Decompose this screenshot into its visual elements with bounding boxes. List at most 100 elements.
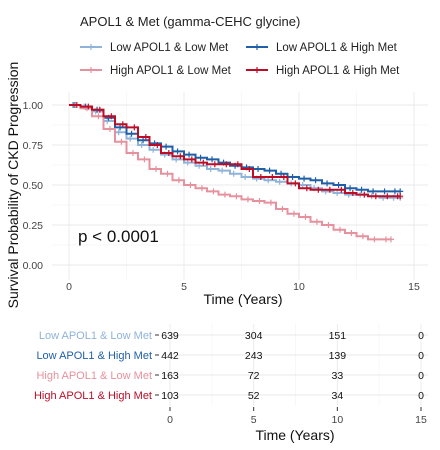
censor-mark (338, 186, 345, 193)
censor-mark (244, 196, 251, 203)
censor-mark (186, 151, 193, 158)
censor-mark (164, 170, 171, 177)
censor-mark (302, 214, 309, 220)
censor-mark (233, 193, 240, 200)
censor-mark (187, 182, 194, 188)
risk-count: 639 (161, 330, 179, 342)
risk-x-tick-label: 0 (167, 414, 173, 426)
censor-mark (188, 156, 195, 163)
risk-table-row: High APOL1 & Low Met 163 72 33 0 (36, 370, 424, 382)
censor-mark (266, 167, 273, 174)
censor-mark (280, 174, 287, 180)
censor-mark (207, 166, 214, 172)
censor-mark (119, 121, 126, 128)
risk-count: 33 (331, 370, 343, 382)
legend-item: Low APOL1 & High Met (246, 42, 398, 54)
risk-table-grid (162, 324, 428, 406)
censor-mark (131, 124, 138, 131)
legend-title: APOL1 & Met (gamma-CEHC glycine) (80, 14, 300, 29)
censor-mark (303, 185, 310, 192)
censor-mark (279, 206, 286, 212)
survival-curve-line (69, 104, 401, 193)
censor-mark (382, 236, 389, 243)
censor-mark (140, 137, 147, 144)
legend-label: Low APOL1 & High Met (276, 42, 398, 54)
censor-mark (73, 102, 80, 108)
censor-mark (175, 177, 182, 184)
risk-table-row: High APOL1 & High Met 103 52 34 0 (34, 390, 424, 402)
censor-mark (301, 175, 308, 182)
censor-mark (290, 210, 297, 217)
series-2 (69, 102, 404, 195)
y-axis-title: Survival Probability of CKD Progression (5, 62, 21, 309)
censor-mark (173, 156, 180, 163)
censor-mark (152, 166, 159, 172)
risk-count: 163 (161, 370, 179, 382)
censor-mark (371, 236, 378, 243)
risk-count: 52 (248, 390, 260, 402)
x-axis-title: Time (Years) (203, 291, 282, 307)
censor-mark (324, 180, 331, 187)
censor-mark (313, 218, 320, 225)
risk-count: 139 (329, 350, 347, 362)
risk-x-tick-label: 15 (415, 414, 427, 426)
risk-count: 34 (331, 390, 343, 402)
censor-mark (246, 166, 253, 172)
censor-mark (154, 142, 161, 148)
risk-table: Low APOL1 & Low Met 639 304 151 0 Low APOL1 &… (34, 330, 427, 426)
censor-mark (267, 199, 274, 206)
censor-mark (209, 156, 216, 163)
censor-mark (196, 162, 203, 169)
censor-mark (223, 161, 230, 168)
censor-mark (142, 134, 149, 140)
censor-mark (128, 130, 135, 137)
censor-mark (221, 191, 228, 198)
censor-mark (347, 185, 354, 192)
legend-key-censor-mark (254, 67, 260, 73)
censor-mark (108, 113, 115, 120)
censor-mark (335, 182, 342, 188)
risk-x-tick-label: 10 (331, 414, 343, 426)
risk-count: 0 (418, 330, 424, 342)
censor-mark (348, 230, 355, 236)
censor-mark (141, 156, 148, 163)
risk-count: 72 (248, 370, 260, 382)
risk-x-tick-label: 5 (251, 414, 257, 426)
censor-mark (210, 188, 217, 195)
x-tick-label: 15 (408, 281, 420, 293)
censor-mark (388, 236, 394, 243)
censor-mark (219, 167, 226, 174)
risk-count: 0 (418, 370, 424, 382)
risk-table-row: Low APOL1 & High Met 442 243 139 0 (36, 350, 424, 362)
censor-mark (230, 170, 237, 177)
censor-mark (211, 161, 218, 168)
censor-mark (381, 188, 388, 195)
x-tick-label: 10 (293, 281, 305, 293)
censor-mark (292, 180, 299, 187)
risk-table-row: Low APOL1 & Low Met 639 304 151 0 (39, 330, 424, 342)
censor-mark (127, 135, 134, 142)
censor-mark (104, 118, 111, 124)
censor-mark (174, 148, 181, 155)
risk-row-label: Low APOL1 & High Met (36, 350, 152, 362)
x-tick-label: 0 (66, 281, 72, 293)
censor-mark (326, 186, 333, 193)
risk-table-x-axis-title: Time (Years) (255, 427, 334, 443)
censor-mark (278, 170, 285, 177)
censor-mark (138, 142, 145, 148)
risk-row-label: High APOL1 & Low Met (36, 370, 152, 382)
censor-mark (325, 222, 332, 228)
risk-count: 103 (161, 390, 179, 402)
risk-count: 0 (418, 350, 424, 362)
legend-label: Low APOL1 & Low Met (110, 42, 229, 54)
censor-mark (234, 161, 241, 168)
censor-mark (358, 186, 365, 193)
censor-mark (349, 190, 356, 196)
legend-item: High APOL1 & Low Met (80, 65, 232, 77)
censor-mark (299, 182, 306, 188)
censor-mark (289, 174, 296, 180)
censor-mark (372, 193, 379, 200)
censor-mark (197, 154, 204, 161)
censor-mark (334, 190, 341, 196)
